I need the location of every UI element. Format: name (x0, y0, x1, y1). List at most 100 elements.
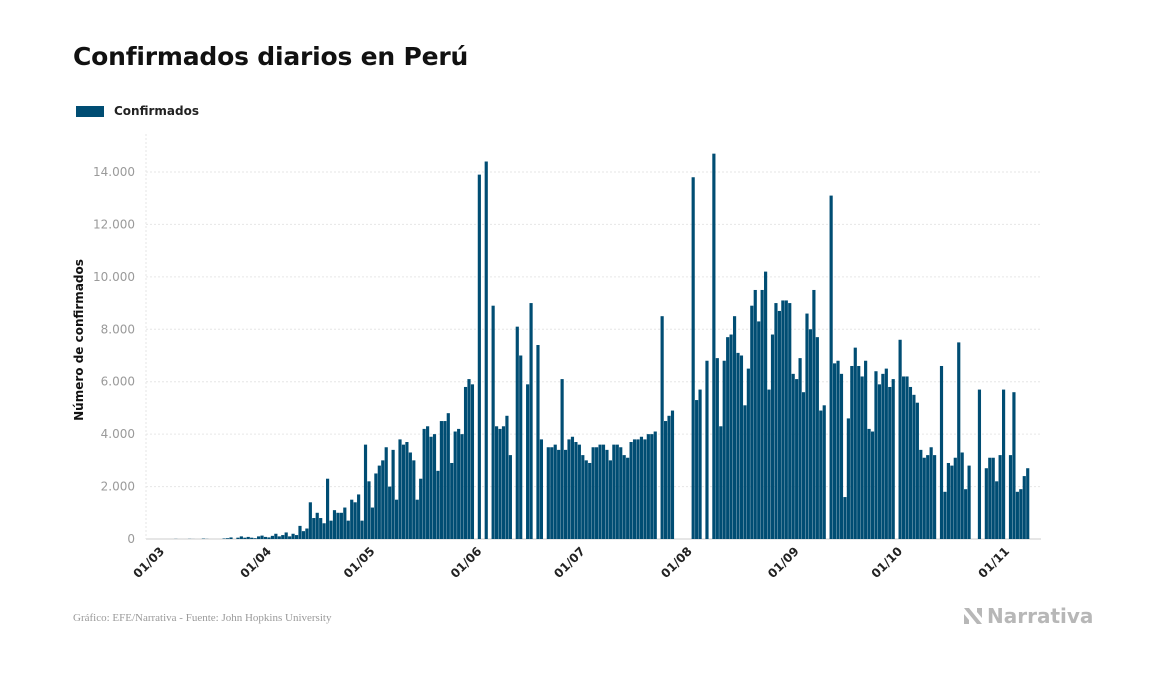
bar (353, 502, 357, 539)
bar (995, 481, 999, 539)
bar (608, 460, 612, 539)
bar (222, 538, 226, 539)
bar (798, 358, 802, 539)
bar (646, 434, 650, 539)
bar (808, 329, 813, 539)
bar (877, 384, 882, 539)
bar (815, 337, 819, 539)
bar (891, 379, 895, 539)
bar (357, 494, 361, 539)
bar (729, 334, 733, 539)
bar (319, 518, 323, 539)
bar (929, 447, 933, 539)
bar (563, 449, 568, 539)
bar (315, 512, 319, 539)
bar (370, 507, 375, 539)
bar (639, 436, 644, 539)
bar (446, 413, 450, 539)
bar (529, 303, 533, 539)
bar (598, 444, 602, 539)
bar (243, 537, 247, 539)
bar (577, 444, 581, 539)
bar (574, 442, 578, 539)
bar (336, 512, 340, 539)
x-axis-ticks: 01/03 01/04 01/05 01/06 01/07 01/08 01/09 01/10… (131, 544, 1013, 581)
bar (267, 537, 271, 539)
bar (467, 379, 471, 539)
chart-title: Confirmados diarios en Perú (73, 42, 469, 71)
bar (915, 402, 919, 539)
bar (270, 535, 274, 539)
bar (860, 376, 864, 539)
x-tick-label: 01/05 (341, 544, 378, 581)
bar (757, 321, 761, 539)
bar (595, 447, 599, 539)
y-tick-label: 14.000 (93, 165, 135, 179)
bar (1015, 491, 1019, 539)
bar (322, 523, 326, 539)
bar (670, 410, 675, 539)
bars (174, 153, 1030, 540)
bar (432, 434, 437, 539)
bar (581, 455, 585, 539)
bar (519, 355, 523, 539)
bar (570, 436, 575, 539)
bar (501, 426, 506, 539)
bar (550, 447, 554, 539)
bar (788, 303, 792, 539)
bar (326, 478, 330, 539)
bar (363, 444, 368, 539)
bar (605, 449, 609, 539)
bar (294, 535, 299, 539)
bar (615, 444, 619, 539)
bar (884, 368, 888, 539)
bar (1008, 455, 1013, 539)
bar (705, 360, 709, 539)
bar (591, 447, 595, 539)
y-tick-label: 0 (127, 532, 135, 546)
y-tick-label: 8.000 (101, 322, 135, 336)
bar (667, 415, 671, 539)
bar (643, 439, 647, 539)
bar (1012, 392, 1016, 539)
bar (236, 537, 240, 539)
bar (743, 405, 747, 539)
bar (905, 376, 909, 539)
bar (508, 455, 512, 539)
bar (960, 452, 964, 539)
bar (498, 428, 502, 539)
bar (939, 365, 944, 539)
bar (853, 347, 857, 539)
bar (281, 535, 285, 539)
bar (415, 499, 419, 539)
bar (439, 421, 443, 539)
bar (495, 426, 499, 539)
bar (722, 360, 726, 539)
bar (874, 371, 878, 539)
bar (822, 405, 826, 539)
bar (567, 439, 571, 539)
bar (629, 442, 633, 539)
bar (1022, 476, 1026, 539)
bar (312, 518, 316, 539)
bar (946, 462, 950, 539)
bar (626, 457, 630, 539)
bar (819, 410, 823, 539)
bar (664, 421, 668, 539)
bar (374, 473, 378, 539)
bar (367, 481, 371, 539)
bar (805, 313, 809, 539)
bar (839, 373, 844, 539)
bar (560, 379, 564, 539)
bar (829, 195, 833, 539)
bar (650, 434, 654, 539)
y-axis-ticks: 0 2.000 4.000 6.000 8.000 10.000 12.000 14.000 (93, 165, 135, 546)
bar (422, 428, 426, 539)
bar (660, 316, 664, 539)
bar (922, 457, 926, 539)
bar (260, 535, 264, 539)
bar (770, 334, 775, 539)
bar (622, 455, 626, 539)
bar (412, 460, 416, 539)
y-tick-label: 10.000 (93, 270, 135, 284)
